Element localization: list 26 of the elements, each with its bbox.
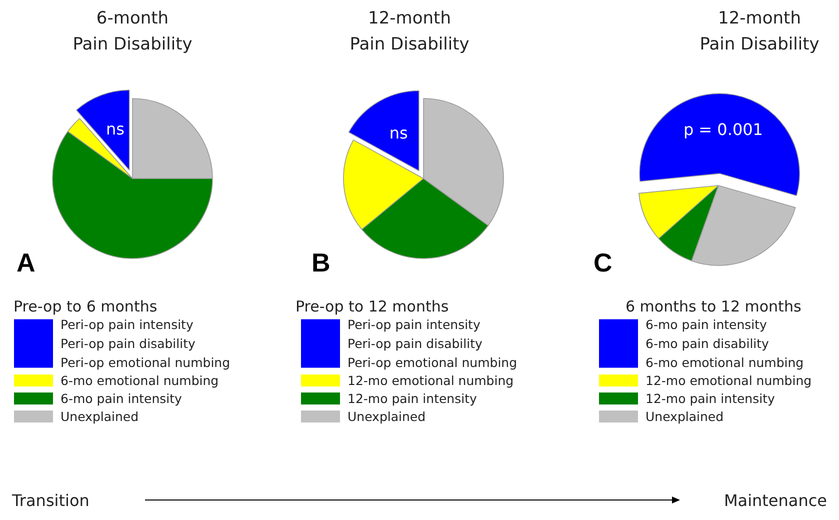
legend-label: Unexplained xyxy=(60,409,139,424)
legend-label: Unexplained xyxy=(646,409,724,424)
text: Pre-op to 6 months xyxy=(14,298,158,316)
chart-title: 6-month Pain Disability xyxy=(72,8,192,54)
text: ns xyxy=(106,119,124,138)
text: C xyxy=(594,248,612,278)
legend-label: Unexplained xyxy=(348,409,426,424)
text: p = 0.001 xyxy=(683,120,763,140)
text: A xyxy=(16,248,36,278)
legend-label: 12-mo emotional numbing xyxy=(348,373,514,388)
legend-label: 6-mo pain intensity xyxy=(60,391,183,406)
chart-title: 12-month Pain Disability xyxy=(700,8,820,54)
text: Pre-op to 12 months xyxy=(296,298,449,316)
legend-label: 6-mo pain intensity 6-mo pain disability 6-mo emotional numbing xyxy=(646,316,804,370)
legend-label: 6-mo emotional numbing xyxy=(60,373,219,388)
text: B xyxy=(312,248,330,278)
text: ns xyxy=(389,123,408,142)
legend-label: 12-mo pain intensity xyxy=(646,391,776,406)
chart-title: 12-month Pain Disability xyxy=(350,8,470,54)
legend-label: Peri-op pain intensity Peri-op pain disability Peri-op emotional numbing xyxy=(348,316,518,370)
legend-label: 12-mo emotional numbing xyxy=(646,373,812,388)
text: 6 months to 12 months xyxy=(626,298,802,316)
text: Maintenance xyxy=(724,491,827,510)
text: Transition xyxy=(11,491,90,510)
legend-label: 12-mo pain intensity xyxy=(348,391,478,406)
legend-label: Peri-op pain intensity Peri-op pain disability Peri-op emotional numbing xyxy=(60,316,230,370)
